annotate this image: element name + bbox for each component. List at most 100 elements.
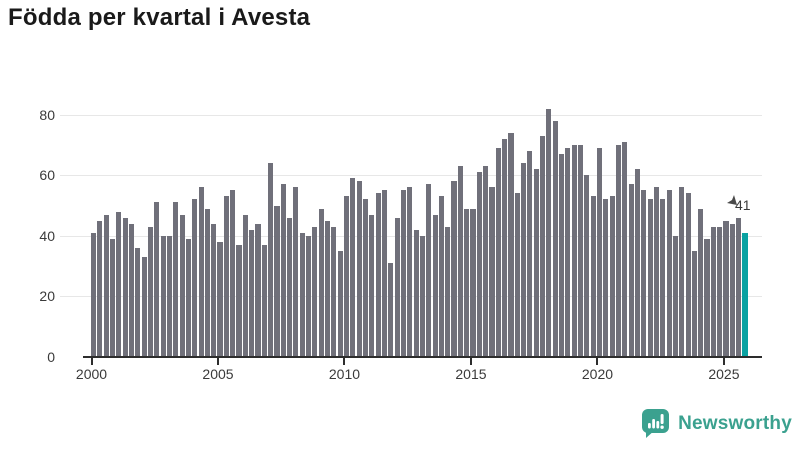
bar xyxy=(147,226,153,357)
x-axis-tick xyxy=(343,358,346,365)
bar xyxy=(97,220,103,357)
bar xyxy=(91,232,97,357)
bar xyxy=(413,229,419,357)
bar xyxy=(483,166,489,357)
bar xyxy=(192,199,198,357)
bar xyxy=(565,147,571,357)
bar xyxy=(141,257,147,357)
bar xyxy=(128,223,135,357)
y-axis-tick-label: 0 xyxy=(47,349,55,365)
bar xyxy=(293,187,299,357)
newsworthy-brand[interactable]: Newsworthy xyxy=(641,408,792,439)
y-axis-tick-label: 40 xyxy=(39,227,55,244)
bar xyxy=(331,226,337,357)
bar xyxy=(299,232,305,357)
x-axis-tick xyxy=(90,358,93,365)
bar xyxy=(217,241,223,357)
bar xyxy=(691,250,697,357)
bar xyxy=(312,226,318,357)
bar xyxy=(394,217,400,357)
bar xyxy=(375,193,381,357)
bar xyxy=(407,187,413,357)
bar xyxy=(489,187,495,357)
x-axis-tick-label: 2000 xyxy=(75,366,108,382)
bar xyxy=(521,163,527,357)
bar xyxy=(647,199,653,357)
bar xyxy=(685,193,691,357)
bar xyxy=(230,190,236,357)
bar xyxy=(495,147,501,357)
bar xyxy=(476,172,482,357)
gridline-y-60 xyxy=(60,175,762,177)
bar xyxy=(236,244,242,357)
bar xyxy=(634,169,640,357)
bar-highlighted xyxy=(742,232,748,357)
bar xyxy=(268,163,274,357)
bar xyxy=(419,235,425,357)
bar xyxy=(533,169,539,357)
bar xyxy=(736,217,742,357)
bar xyxy=(729,223,735,357)
latest-value-label: 41 xyxy=(735,197,751,213)
y-axis-tick-label: 20 xyxy=(39,288,55,305)
bar xyxy=(255,223,261,357)
bar xyxy=(710,226,716,357)
bar xyxy=(381,190,388,357)
x-axis-tick-label: 2015 xyxy=(455,366,487,382)
bar xyxy=(211,223,217,357)
bar xyxy=(470,208,476,357)
bar xyxy=(160,235,166,357)
bar xyxy=(179,214,185,357)
x-axis-tick-label: 2020 xyxy=(581,366,614,382)
newsworthy-logo-icon xyxy=(641,408,671,439)
bar xyxy=(596,147,603,357)
newsworthy-brand-text: Newsworthy xyxy=(678,412,792,434)
x-axis-tick xyxy=(722,358,725,365)
bar xyxy=(622,141,628,357)
x-axis-tick-label: 2010 xyxy=(328,366,361,382)
bar xyxy=(318,208,324,357)
gridline-y-80 xyxy=(60,114,762,116)
bar xyxy=(502,138,508,357)
bar xyxy=(438,196,444,357)
bar xyxy=(154,202,160,357)
bar xyxy=(527,150,533,357)
bar xyxy=(135,247,141,357)
bar xyxy=(717,226,723,357)
bar xyxy=(274,205,280,357)
bar xyxy=(546,108,552,357)
bar xyxy=(603,199,609,357)
x-axis-tick-label: 2025 xyxy=(708,366,740,382)
bar xyxy=(457,166,463,357)
bar xyxy=(356,181,362,357)
bar xyxy=(280,184,286,357)
bar xyxy=(653,187,659,357)
bar xyxy=(343,196,350,357)
bar xyxy=(559,153,565,357)
bar xyxy=(306,235,312,357)
bar xyxy=(540,135,546,357)
bar xyxy=(198,187,204,357)
bar xyxy=(185,238,191,357)
bar xyxy=(426,184,432,357)
bar xyxy=(464,208,470,357)
y-axis-tick-label: 60 xyxy=(39,167,55,184)
bar xyxy=(204,208,210,357)
bar xyxy=(337,250,343,357)
bar xyxy=(400,190,406,357)
bar xyxy=(723,220,729,357)
bar xyxy=(350,178,356,357)
annotation-arrow-icon xyxy=(726,194,738,212)
bar xyxy=(641,190,647,357)
bar xyxy=(590,196,596,357)
chart-title: Födda per kvartal i Avesta xyxy=(8,4,311,31)
y-axis-tick-label: 80 xyxy=(39,106,55,123)
bar xyxy=(584,175,590,357)
bar xyxy=(552,120,558,357)
bar xyxy=(666,190,672,357)
bar xyxy=(577,144,584,357)
bar xyxy=(679,187,685,357)
bar xyxy=(660,199,666,357)
bar xyxy=(325,220,331,357)
